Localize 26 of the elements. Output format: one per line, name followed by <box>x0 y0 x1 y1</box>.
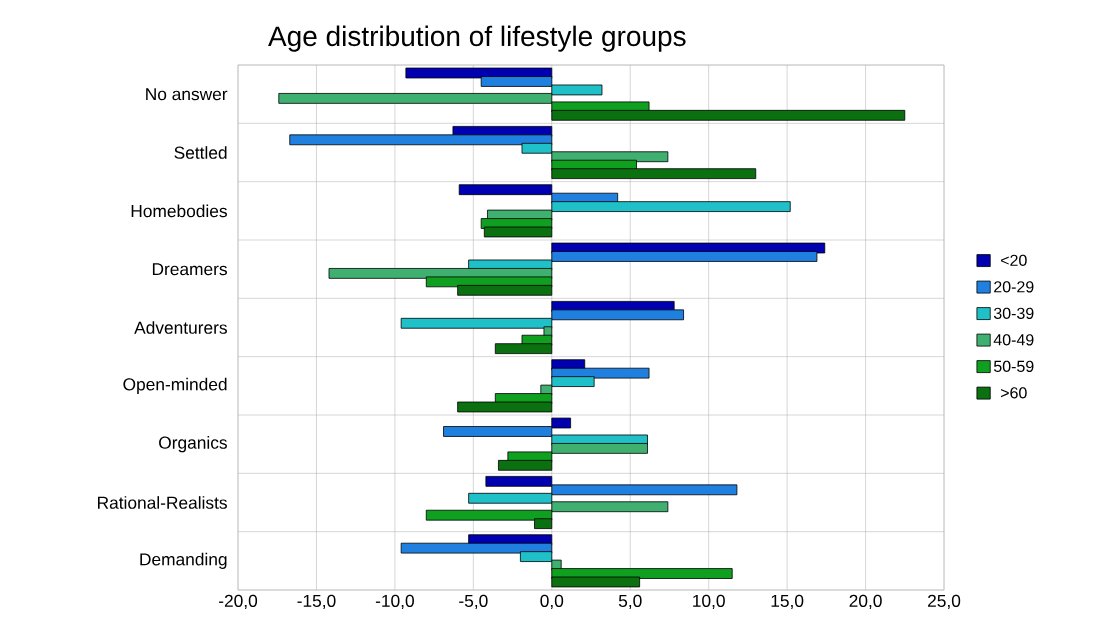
legend-label: >60 <box>1001 387 1027 399</box>
x-tick-label: -5,0 <box>459 594 488 610</box>
legend-label: 30-39 <box>993 307 1034 319</box>
legend-label: 50-59 <box>993 360 1034 372</box>
x-tick-label: 15,0 <box>771 594 804 610</box>
y-tick-label: Organics <box>159 436 227 453</box>
legend-label: <20 <box>1001 254 1027 266</box>
y-tick-label: Dreamers <box>152 263 227 276</box>
x-tick-label: 10,0 <box>693 594 725 610</box>
y-tick-label: Adventurers <box>134 321 227 334</box>
legend-label: 20-29 <box>994 281 1034 293</box>
y-tick-label: Demanding <box>140 552 227 569</box>
chart-title: Age distribution of lifestyle groups <box>268 25 686 52</box>
y-tick-label: Settled <box>174 146 227 159</box>
legend-label: 40-49 <box>993 334 1034 346</box>
x-tick-label: -10,0 <box>375 594 414 610</box>
x-tick-label: 20,0 <box>849 594 882 610</box>
x-tick-label: -15,0 <box>297 594 336 610</box>
y-tick-label: Homebodies <box>131 204 227 218</box>
y-tick-label: Rational-Realists <box>98 496 227 509</box>
y-tick-label: No answer <box>146 88 228 101</box>
x-tick-label: 5,0 <box>618 594 642 610</box>
x-tick-label: -20,0 <box>219 594 258 610</box>
y-tick-label: Open-minded <box>123 377 227 394</box>
x-tick-label: 25,0 <box>928 594 961 610</box>
x-tick-label: 0,0 <box>540 594 564 610</box>
